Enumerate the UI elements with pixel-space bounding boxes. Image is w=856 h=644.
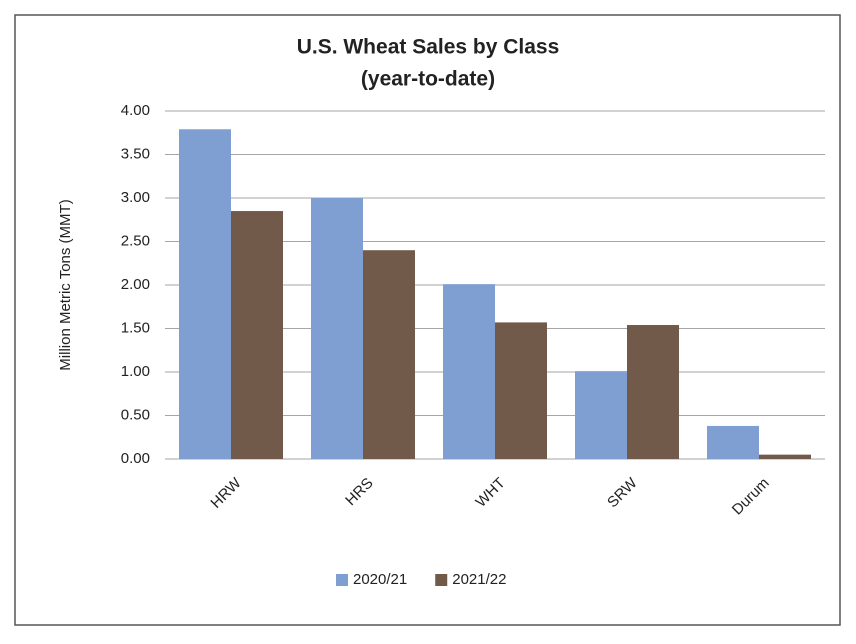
y-axis-label: Million Metric Tons (MMT) [57, 199, 74, 370]
chart-title: U.S. Wheat Sales by Class [297, 36, 560, 59]
y-tick-label: 2.00 [121, 276, 150, 293]
y-tick-label: 1.00 [121, 363, 150, 380]
y-tick-label: 0.00 [121, 450, 150, 467]
bar [575, 371, 627, 459]
legend-label: 2021/22 [452, 571, 506, 588]
legend-swatch [336, 574, 348, 586]
y-tick-label: 2.50 [121, 232, 150, 249]
chart-frame [14, 14, 841, 626]
bar [707, 425, 759, 459]
legend-swatch [435, 574, 448, 586]
y-tick-label: 3.50 [121, 145, 150, 162]
y-tick-label: 0.50 [121, 406, 150, 423]
bar [179, 129, 231, 459]
legend-label: 2020/21 [353, 571, 407, 588]
bar [363, 250, 415, 459]
y-tick-label: 3.00 [121, 189, 150, 206]
bar [759, 454, 811, 459]
bar [311, 198, 363, 459]
bar [231, 211, 283, 459]
y-tick-label: 1.50 [121, 319, 150, 336]
bar [443, 284, 495, 459]
bar [627, 325, 679, 459]
chart-subtitle: (year-to-date) [361, 68, 495, 91]
bar [495, 322, 547, 459]
y-tick-label: 4.00 [121, 102, 150, 119]
